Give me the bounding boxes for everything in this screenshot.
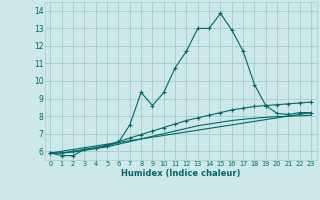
X-axis label: Humidex (Indice chaleur): Humidex (Indice chaleur) [121,169,241,178]
